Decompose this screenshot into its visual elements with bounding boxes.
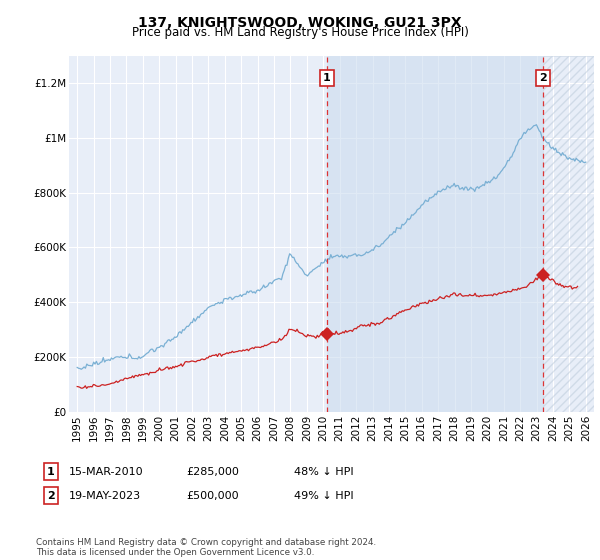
Bar: [543, 56, 594, 412]
Text: Price paid vs. HM Land Registry's House Price Index (HPI): Price paid vs. HM Land Registry's House …: [131, 26, 469, 39]
Text: 2: 2: [47, 491, 55, 501]
Text: 15-MAR-2010: 15-MAR-2010: [69, 466, 143, 477]
Text: 2: 2: [539, 73, 547, 83]
Text: 137, KNIGHTSWOOD, WOKING, GU21 3PX: 137, KNIGHTSWOOD, WOKING, GU21 3PX: [138, 16, 462, 30]
Text: 1: 1: [47, 466, 55, 477]
Text: 19-MAY-2023: 19-MAY-2023: [69, 491, 141, 501]
Text: £500,000: £500,000: [186, 491, 239, 501]
Bar: [327, 56, 543, 412]
Text: Contains HM Land Registry data © Crown copyright and database right 2024.
This d: Contains HM Land Registry data © Crown c…: [36, 538, 376, 557]
Text: 1: 1: [323, 73, 331, 83]
Text: 48% ↓ HPI: 48% ↓ HPI: [294, 466, 353, 477]
Text: 49% ↓ HPI: 49% ↓ HPI: [294, 491, 353, 501]
Text: £285,000: £285,000: [186, 466, 239, 477]
